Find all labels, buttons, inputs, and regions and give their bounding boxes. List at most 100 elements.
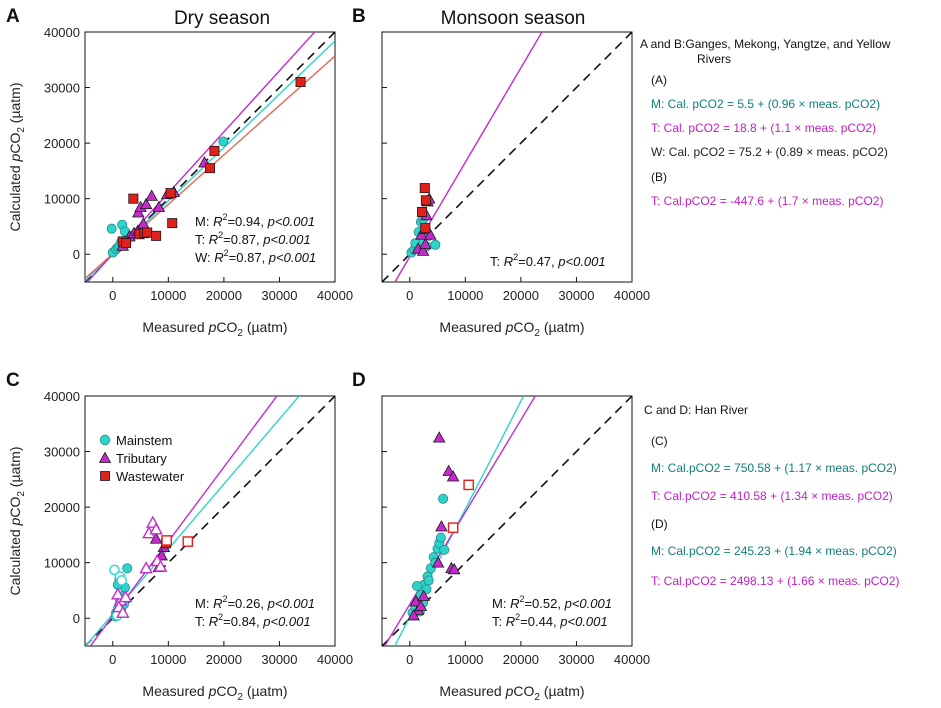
ab-eq-wastewater: W: Cal. pCO2 = 75.2 + (0.89 × meas. pCO2… [651, 145, 888, 159]
panel-label: B [352, 6, 366, 27]
data-point-tributary [415, 228, 428, 240]
x-axis-label: Measured pCO2 (µatm) [142, 683, 287, 703]
cd-eq-tributary-d: T: Cal.pCO2 = 2498.13 + (1.66 × meas. pC… [651, 574, 899, 588]
cd-eq-mainstem-d: M: Cal.pCO2 = 245.23 + (1.94 × meas. pCO… [651, 544, 897, 558]
data-point-mainstem [122, 563, 133, 574]
data-point-tributary [431, 556, 445, 568]
plot-area [382, 396, 632, 646]
cd-label-d: (D) [651, 517, 668, 531]
data-point-mainstem [430, 239, 441, 250]
data-point-mainstem [435, 532, 446, 543]
x-tick-label: 10000 [150, 652, 186, 667]
ab-eq-mainstem: M: Cal. pCO2 = 5.5 + (0.96 × meas. pCO2) [651, 97, 880, 111]
data-point-wastewater [128, 193, 139, 204]
y-tick-label: 30000 [44, 81, 80, 96]
cd-eq-mainstem: M: Cal.pCO2 = 750.58 + (1.17 × meas. pCO… [651, 461, 897, 475]
data-point-tributary [139, 561, 153, 574]
panel-label: D [352, 370, 366, 391]
ab-eq-tributary: T: Cal. pCO2 = 18.8 + (1.1 × meas. pCO2) [651, 121, 876, 135]
data-point-wastewater [447, 522, 459, 533]
data-point-wastewater [420, 195, 431, 206]
x-axis-label: Measured pCO2 (µatm) [439, 319, 584, 339]
data-point-wastewater [165, 188, 176, 199]
x-tick-label: 0 [109, 652, 116, 667]
data-point-tributary [149, 522, 163, 535]
data-point-tributary [145, 189, 158, 201]
data-point-tributary [139, 197, 153, 210]
data-point-mainstem [423, 575, 434, 586]
legend-marker-wastewater [100, 471, 110, 481]
y-tick-label: 20000 [44, 500, 80, 515]
stat-m: M: R2=0.52, p<0.001 [492, 594, 612, 611]
data-point-mainstem [411, 581, 422, 592]
y-tick-label: 40000 [44, 25, 80, 40]
data-point-mainstem [438, 493, 449, 504]
data-point-tributary [419, 237, 432, 250]
cd-eq-tributary: T: Cal.pCO2 = 410.58 + (1.34 × meas. pCO… [651, 489, 893, 503]
y-tick-label: 10000 [44, 192, 80, 207]
data-point-wastewater [420, 223, 431, 234]
x-tick-label: 20000 [503, 288, 539, 303]
data-point-tributary [110, 587, 125, 600]
stat-w: W: R2=0.87, p<0.001 [195, 248, 316, 265]
data-point-tributary [152, 200, 166, 212]
x-tick-label: 30000 [558, 652, 594, 667]
x-tick-label: 40000 [614, 288, 650, 303]
data-point-tributary [407, 609, 420, 621]
x-tick-label: 20000 [503, 652, 539, 667]
panel-title: Dry season [174, 8, 270, 29]
data-point-wastewater [161, 535, 172, 546]
data-point-wastewater [419, 183, 430, 194]
cd-label-c: (C) [651, 434, 668, 448]
x-tick-label: 0 [406, 288, 413, 303]
y-tick-label: 30000 [44, 445, 80, 460]
y-tick-label: 10000 [44, 556, 80, 571]
x-tick-label: 40000 [614, 652, 650, 667]
plot-frame [84, 31, 336, 283]
data-point-mainstem [116, 575, 127, 586]
data-point-wastewater [463, 479, 474, 491]
panel-label: C [6, 370, 20, 391]
data-point-tributary [416, 244, 430, 256]
legend-label-wastewater: Wastewater [116, 469, 185, 484]
data-point-wastewater [121, 238, 132, 249]
y-axis-label: Calculated pCO2 (µatm) [7, 82, 27, 231]
stat-t: T: R2=0.87, p<0.001 [195, 230, 311, 247]
data-point-tributary [132, 206, 145, 218]
x-tick-label: 0 [109, 288, 116, 303]
data-point-wastewater [204, 163, 215, 174]
ab-label-a: (A) [651, 73, 667, 87]
plot-area [382, 32, 632, 282]
data-point-tributary [447, 562, 461, 575]
plot-frame [381, 31, 633, 283]
data-point-wastewater [182, 536, 194, 547]
y-tick-label: 20000 [44, 136, 80, 151]
x-tick-label: 0 [406, 652, 413, 667]
data-point-tributary [432, 431, 446, 443]
legend-marker-mainstem [99, 434, 111, 446]
data-point-tributary [118, 590, 133, 603]
data-point-wastewater [151, 230, 162, 241]
x-axis-label: Measured pCO2 (µatm) [439, 683, 584, 703]
panel-label: A [6, 6, 20, 27]
data-point-tributary [446, 470, 460, 482]
x-tick-label: 30000 [261, 288, 297, 303]
cd-header: C and D: Han River [644, 403, 748, 417]
ab-header-cont: Rivers [697, 52, 731, 66]
panel-b: B Monsoon season 0 10000 20000 30000 40000 Meas… [352, 6, 650, 339]
data-point-tributary [115, 605, 130, 618]
x-tick-label: 40000 [317, 652, 353, 667]
stat-m: M: R2=0.26, p<0.001 [195, 594, 315, 611]
data-point-mainstem [106, 223, 117, 234]
y-tick-label: 40000 [44, 389, 80, 404]
legend-label-mainstem: Mainstem [116, 433, 172, 448]
data-point-wastewater [209, 145, 220, 156]
x-tick-label: 30000 [558, 288, 594, 303]
data-point-tributary [153, 559, 168, 572]
x-tick-label: 40000 [317, 288, 353, 303]
legend-label-tributary: Tributary [116, 451, 167, 466]
y-tick-label: 0 [73, 247, 80, 262]
stat-t: T: R2=0.47, p<0.001 [490, 252, 606, 269]
plot-area [85, 32, 335, 282]
